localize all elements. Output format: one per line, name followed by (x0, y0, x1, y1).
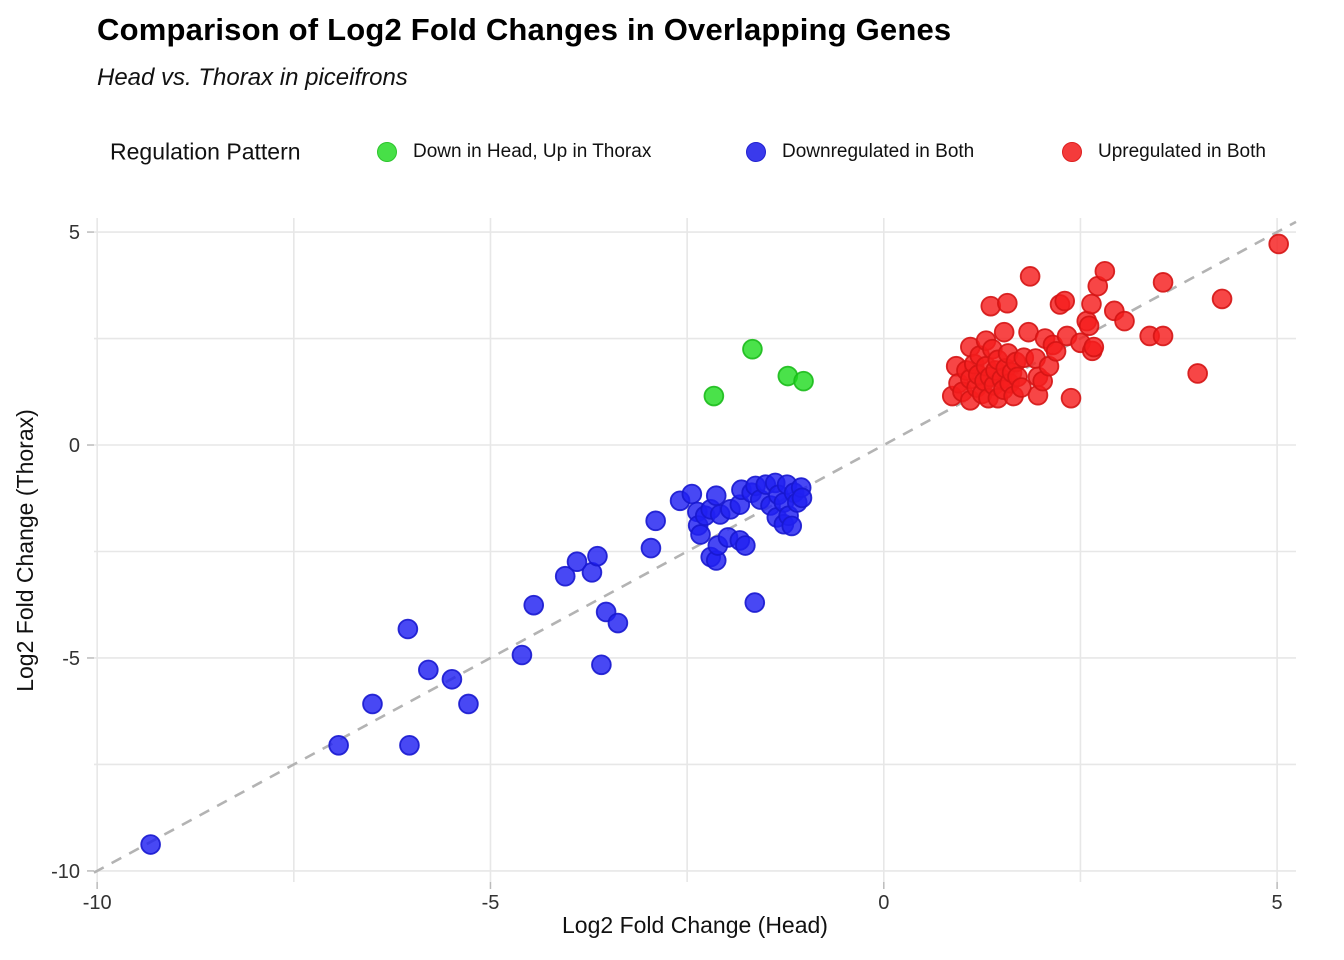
data-point (1268, 233, 1289, 255)
chart-subtitle: Head vs. Thorax in piceifrons (97, 64, 408, 91)
data-point (791, 487, 813, 509)
scatter-plot-panel: -10 -5 0 5 5 0 -5 -10 (51, 218, 1297, 914)
data-point (645, 510, 666, 532)
legend-item-upregulated-both: Upregulated in Both (1062, 141, 1266, 163)
data-point (781, 515, 803, 537)
y-axis-title: Log2 Fold Change (Thorax) (11, 408, 38, 692)
data-point (1187, 363, 1208, 384)
identity-dashed-line (93, 220, 1297, 874)
legend-item-downregulated-both: Downregulated in Both (746, 141, 974, 163)
red-dot-icon (1062, 142, 1082, 162)
data-point (1152, 272, 1174, 293)
x-axis-tick-label: -5 (482, 892, 500, 914)
data-point (1211, 288, 1233, 310)
data-point (793, 370, 814, 392)
data-point (1054, 290, 1076, 312)
data-point (554, 565, 576, 587)
data-point (523, 594, 545, 616)
legend-item-label: Downregulated in Both (782, 141, 975, 162)
data-point (1083, 336, 1105, 358)
data-point (328, 734, 349, 756)
y-axis-tick-label: 0 (69, 435, 80, 457)
x-axis-title: Log2 Fold Change (Head) (562, 912, 828, 938)
y-axis-tick-label: -5 (62, 648, 80, 670)
data-point (458, 693, 479, 715)
data-point (1011, 377, 1032, 398)
data-point (397, 618, 419, 640)
x-axis-tick-label: -10 (83, 892, 112, 914)
data-point (703, 385, 725, 407)
legend-item-down-head-up-thorax: Down in Head, Up in Thorax (377, 141, 651, 163)
data-point (996, 292, 1018, 314)
data-point (1152, 325, 1174, 347)
x-axis-tick-label: 0 (878, 892, 889, 914)
legend-item-label: Down in Head, Up in Thorax (413, 141, 652, 162)
data-point (705, 485, 727, 506)
data-point (566, 551, 588, 573)
legend-title: Regulation Pattern (110, 138, 301, 165)
data-point (1045, 341, 1067, 362)
data-point (744, 592, 766, 613)
data-point (993, 321, 1015, 343)
data-point (511, 644, 533, 666)
data-point (441, 668, 463, 690)
data-point (681, 483, 703, 505)
data-point (1094, 260, 1116, 282)
data-point (690, 524, 711, 545)
data-point (640, 537, 662, 559)
data-point (362, 693, 383, 715)
data-point (742, 338, 763, 360)
blue-dot-icon (746, 142, 766, 162)
data-point (607, 612, 629, 634)
y-axis-tick-label: 5 (69, 222, 80, 244)
data-point (140, 834, 161, 855)
data-point (1078, 315, 1100, 337)
data-point (735, 535, 756, 556)
data-point (399, 734, 420, 756)
legend-item-label: Upregulated in Both (1098, 141, 1266, 162)
data-point (1114, 310, 1135, 332)
data-point (587, 545, 608, 567)
green-dot-icon (377, 142, 397, 162)
legend: Regulation Pattern Down in Head, Up in T… (0, 135, 1344, 169)
data-point (1019, 266, 1041, 287)
chart-title: Comparison of Log2 Fold Changes in Overl… (97, 12, 952, 47)
data-point (1060, 387, 1082, 409)
data-point (591, 654, 612, 676)
y-axis-tick-label: -10 (51, 861, 80, 883)
data-point (980, 295, 1002, 317)
x-axis-tick-label: 5 (1272, 892, 1283, 914)
data-point (1081, 293, 1102, 315)
data-point (418, 659, 439, 681)
